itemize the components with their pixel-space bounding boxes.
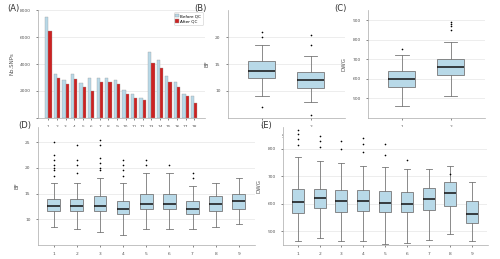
Text: (E): (E) [260,121,272,130]
Text: (B): (B) [194,4,207,13]
PathPatch shape [292,189,304,213]
Bar [66,84,69,118]
Bar [134,98,138,118]
Bar [117,84,120,118]
Bar [126,94,129,118]
Bar [82,87,86,118]
Bar [100,82,103,118]
Bar [71,74,74,118]
Bar [148,52,152,118]
Y-axis label: BF: BF [14,182,20,189]
Bar [108,82,112,118]
PathPatch shape [210,196,222,211]
Bar [165,76,168,118]
Bar [105,77,108,118]
Bar [174,82,177,118]
Bar [186,96,189,118]
PathPatch shape [163,193,176,209]
PathPatch shape [94,196,106,211]
Bar [142,100,146,118]
Bar [57,77,60,118]
PathPatch shape [186,201,199,214]
PathPatch shape [438,59,464,75]
Bar [88,77,91,118]
PathPatch shape [388,71,415,87]
Bar [152,63,154,118]
PathPatch shape [336,190,347,212]
PathPatch shape [140,193,152,209]
Bar [191,96,194,118]
Text: (A): (A) [8,4,20,13]
Bar [54,74,57,118]
Y-axis label: DWG: DWG [342,57,346,71]
Bar [168,82,172,118]
PathPatch shape [48,199,60,211]
Bar [131,94,134,118]
X-axis label: Sex: Sex [281,134,291,139]
Bar [45,17,48,118]
Y-axis label: BF: BF [204,61,210,68]
Bar [96,77,100,118]
PathPatch shape [357,190,369,211]
Bar [62,80,66,118]
X-axis label: Chromosome: Chromosome [103,134,140,139]
Bar [156,60,160,118]
Y-axis label: No.SNPs: No.SNPs [9,53,14,75]
Bar [160,68,163,118]
X-axis label: Sex: Sex [421,134,431,139]
PathPatch shape [401,192,413,212]
PathPatch shape [70,199,83,211]
Bar [91,91,94,118]
Bar [182,94,186,118]
PathPatch shape [248,61,275,77]
Bar [74,79,78,118]
PathPatch shape [444,182,456,206]
Bar [177,87,180,118]
PathPatch shape [422,188,434,210]
Bar [194,103,198,118]
Bar [140,98,142,118]
PathPatch shape [379,191,391,212]
PathPatch shape [314,189,326,208]
Bar [80,83,82,118]
PathPatch shape [116,201,130,214]
Legend: Before QC, After QC: Before QC, After QC [174,12,203,25]
PathPatch shape [298,72,324,88]
PathPatch shape [232,193,245,209]
Bar [114,80,117,118]
PathPatch shape [466,202,478,223]
Text: (D): (D) [18,121,31,130]
Bar [48,31,51,118]
Bar [122,90,126,118]
Y-axis label: DWG: DWG [256,179,262,193]
Text: (C): (C) [334,4,347,13]
